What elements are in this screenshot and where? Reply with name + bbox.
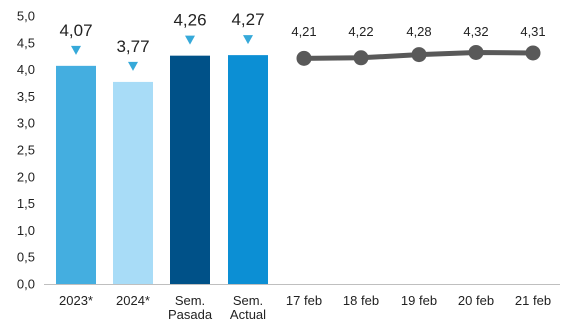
y-tick-label: 1,5 (17, 196, 35, 211)
x-category-label: Sem. (233, 293, 263, 308)
line-value-label: 4,21 (291, 24, 316, 39)
y-tick-label: 2,0 (17, 169, 35, 184)
bar-value-label: 4,26 (173, 11, 206, 30)
bar-value-label: 4,27 (231, 10, 264, 29)
bar (56, 65, 96, 285)
bar-marker-icon (128, 61, 138, 71)
x-category-label: Actual (230, 307, 266, 322)
y-tick-label: 0,5 (17, 250, 35, 265)
bar (228, 55, 268, 285)
line-value-label: 4,32 (463, 24, 488, 39)
bar-marker-icon (71, 45, 81, 55)
y-tick-label: 3,5 (17, 89, 35, 104)
y-tick-label: 2,5 (17, 143, 35, 158)
y-tick-label: 4,0 (17, 62, 35, 77)
x-category-label: 17 feb (286, 293, 322, 308)
line-point (411, 47, 427, 63)
line-point (353, 50, 369, 66)
x-category-label: Sem. (175, 293, 205, 308)
x-category-label: 2024* (116, 293, 150, 308)
y-tick-label: 0,0 (17, 277, 35, 292)
x-category-label: 19 feb (401, 293, 437, 308)
line-point (525, 45, 541, 61)
x-category-label: 20 feb (458, 293, 494, 308)
line-value-label: 4,22 (348, 24, 373, 39)
line-point (468, 44, 484, 60)
bar-marker-icon (243, 35, 253, 45)
bar-marker-icon (185, 35, 195, 45)
bar (170, 55, 210, 284)
bar-value-label: 3,77 (116, 37, 149, 56)
line-value-label: 4,28 (406, 24, 431, 39)
x-category-label: Pasada (168, 307, 213, 322)
line-value-label: 4,31 (520, 24, 545, 39)
x-category-label: 2023* (59, 293, 93, 308)
y-tick-label: 5,0 (17, 9, 35, 24)
line-point (296, 50, 312, 66)
bar-value-label: 4,07 (59, 21, 92, 40)
y-tick-label: 4,5 (17, 35, 35, 50)
y-tick-label: 1,0 (17, 223, 35, 238)
y-tick-label: 3,0 (17, 116, 35, 131)
bar (113, 81, 153, 284)
x-category-label: 21 feb (515, 293, 551, 308)
x-category-label: 18 feb (343, 293, 379, 308)
